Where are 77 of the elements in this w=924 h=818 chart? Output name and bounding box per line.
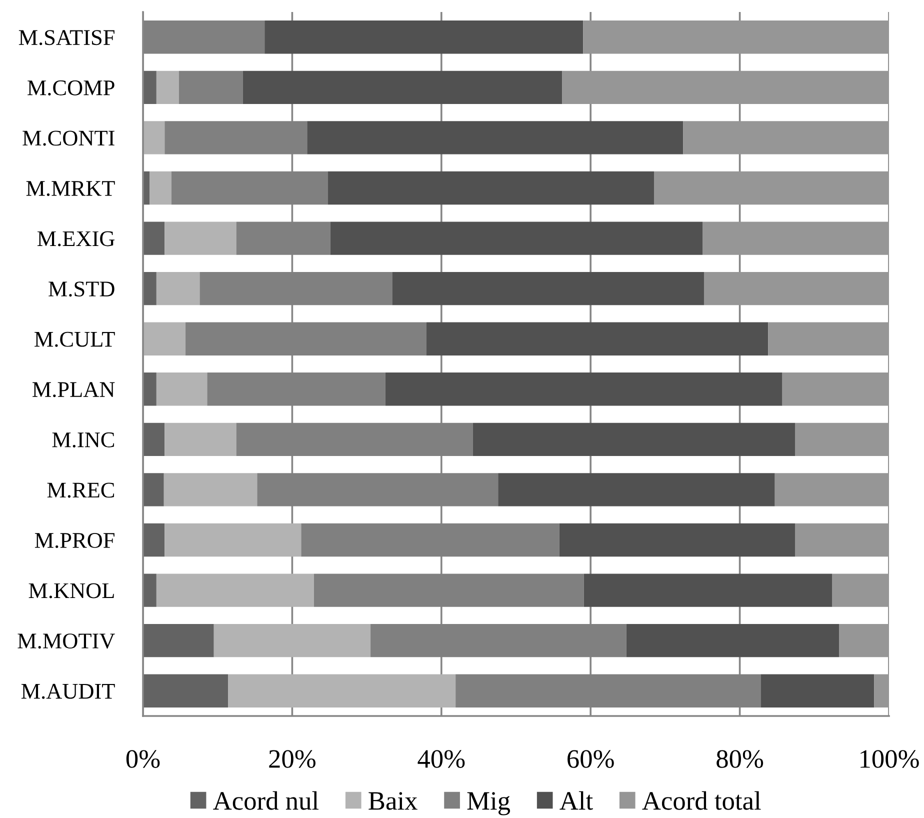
bar	[143, 372, 156, 406]
bar	[156, 70, 179, 104]
bar	[143, 523, 165, 557]
bar	[156, 574, 314, 607]
bar	[143, 322, 186, 356]
bar	[156, 272, 200, 306]
bar	[874, 674, 889, 708]
bar	[760, 674, 874, 708]
bar	[164, 473, 258, 506]
y-tick-label: M.STD	[48, 282, 114, 297]
bar	[156, 372, 208, 406]
bar	[264, 20, 584, 54]
bar	[768, 322, 889, 356]
y-tick-label: M.REC	[47, 482, 114, 498]
y-tick-label: M.SATISF	[18, 30, 114, 46]
legend-label: Acord nul	[213, 791, 319, 810]
bar	[795, 422, 889, 456]
bar	[143, 422, 165, 456]
bar	[164, 422, 236, 456]
y-tick-label: M.MRKT	[26, 181, 115, 196]
bar	[626, 624, 840, 658]
y-tick-label: M.MOTIV	[18, 634, 115, 649]
bar	[839, 624, 889, 658]
y-tick-label: M.EXIG	[37, 231, 115, 246]
bar	[472, 422, 796, 456]
bar	[143, 70, 156, 104]
bar	[328, 171, 654, 205]
bar	[330, 222, 702, 255]
bar	[143, 574, 156, 607]
bar	[228, 674, 456, 708]
bar	[164, 222, 236, 255]
bar	[164, 523, 302, 557]
bar	[559, 523, 796, 557]
y-tick-label: M.CULT	[34, 332, 115, 347]
bar	[702, 222, 889, 255]
legend-label: Alt	[560, 791, 593, 810]
x-tick-label: 100%	[860, 750, 919, 768]
x-tick-label: 20%	[269, 750, 316, 768]
y-tick-label: M.COMP	[28, 80, 114, 96]
legend-label: Mig	[467, 792, 510, 816]
bar	[498, 473, 775, 506]
bar	[832, 574, 889, 607]
bar	[654, 171, 889, 205]
y-tick-label: M.AUDIT	[21, 684, 115, 699]
bar	[583, 20, 889, 54]
bar	[392, 272, 704, 306]
y-tick-label: M.CONTI	[22, 130, 114, 146]
bar	[584, 574, 832, 607]
y-tick-label: M.PLAN	[32, 382, 115, 398]
bar	[385, 372, 782, 406]
bar	[143, 473, 164, 506]
y-tick-label: M.INC	[52, 432, 114, 448]
bar	[143, 674, 228, 708]
legend-label: Baix	[368, 792, 418, 810]
x-tick-label: 40%	[418, 750, 465, 768]
bar	[214, 624, 371, 658]
bar	[562, 70, 889, 104]
bar	[242, 70, 562, 104]
bar	[795, 523, 889, 557]
bar	[683, 121, 889, 154]
x-tick-label: 80%	[716, 750, 764, 768]
bar	[143, 624, 214, 658]
bar	[150, 171, 172, 205]
y-tick-label: M.KNOL	[28, 583, 114, 598]
bar	[307, 121, 684, 154]
bar	[143, 272, 156, 306]
bar	[704, 272, 889, 306]
x-tick-label: 60%	[568, 750, 614, 768]
bar	[782, 372, 889, 406]
bar	[143, 121, 165, 154]
legend-label: Acord total	[642, 791, 761, 810]
bar	[774, 473, 889, 506]
bar	[178, 70, 243, 104]
bar	[426, 322, 768, 356]
bar	[143, 222, 165, 255]
y-tick-label: M.PROF	[34, 532, 114, 548]
x-tick-label: 0%	[126, 750, 160, 768]
